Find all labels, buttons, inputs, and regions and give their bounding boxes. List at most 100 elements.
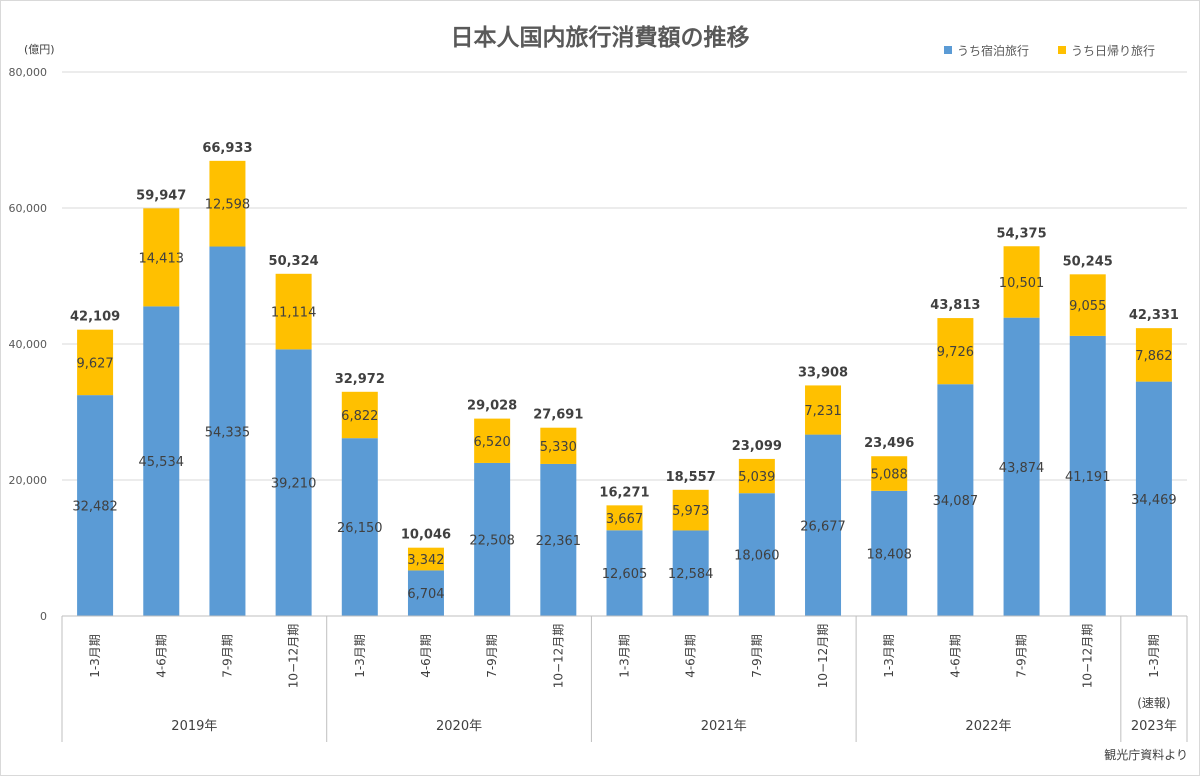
- bar-stay: [805, 434, 842, 616]
- bar-daytrip: [738, 458, 775, 494]
- bar-stay: [540, 463, 577, 616]
- data-label-daytrip: 5,973: [672, 504, 709, 519]
- data-label-daytrip: 12,598: [205, 198, 251, 213]
- data-label-total: 16,271: [599, 485, 649, 500]
- x-tick-label: 7-9月期: [485, 634, 499, 678]
- data-label-stay: 12,584: [668, 567, 714, 582]
- bar-daytrip: [341, 391, 378, 439]
- data-label-daytrip: 6,822: [341, 409, 378, 424]
- data-label-total: 27,691: [533, 408, 583, 423]
- legend-label-stay: うち宿泊旅行: [957, 43, 1029, 58]
- data-label-daytrip: 10,501: [999, 276, 1045, 291]
- legend-swatch-stay: [944, 46, 952, 54]
- bar-stay: [143, 306, 180, 616]
- bar-daytrip: [143, 208, 180, 307]
- bar-stay: [606, 530, 643, 616]
- gridlines: [62, 71, 1187, 481]
- legend: うち宿泊旅行 うち日帰り旅行: [944, 43, 1155, 58]
- y-tick-label: 60,000: [9, 202, 48, 215]
- legend-label-daytrip: うち日帰り旅行: [1071, 44, 1155, 58]
- data-label-daytrip: 3,342: [407, 553, 444, 568]
- data-label-daytrip: 9,726: [937, 345, 974, 360]
- bar-stay: [275, 349, 312, 616]
- data-label-total: 23,496: [864, 436, 914, 451]
- data-label-total: 42,109: [70, 310, 120, 325]
- data-label-daytrip: 7,862: [1135, 349, 1172, 364]
- bar-stay: [672, 530, 709, 616]
- x-tick-label: 10−12月期: [816, 624, 830, 689]
- bar-daytrip: [1003, 246, 1040, 318]
- data-label-total: 29,028: [467, 399, 517, 414]
- x-tick-label: 1-3月期: [618, 634, 632, 678]
- bar-daytrip: [407, 547, 444, 571]
- y-tick-label: 20,000: [9, 474, 48, 487]
- data-label-stay: 26,677: [800, 519, 846, 534]
- data-label-daytrip: 9,055: [1069, 299, 1106, 314]
- x-group-label: 2021年: [701, 719, 747, 734]
- bar-stay: [1003, 317, 1040, 616]
- x-tick-label: 7-9月期: [220, 634, 234, 678]
- data-label-daytrip: 7,231: [804, 404, 841, 419]
- data-label-daytrip: 5,088: [871, 468, 908, 483]
- data-label-total: 10,046: [401, 528, 451, 543]
- data-label-stay: 32,482: [72, 500, 118, 515]
- data-label-daytrip: 6,520: [474, 435, 511, 450]
- bar-daytrip: [606, 505, 643, 531]
- data-label-stay: 18,408: [866, 547, 912, 562]
- bar-stay: [738, 493, 775, 616]
- data-label-daytrip: 5,330: [540, 440, 577, 455]
- bar-daytrip: [871, 456, 908, 491]
- x-axis: 1-3月期 4-6月期 7-9月期 10−12月期 1-3月期 4-6月期 7-9月期 10−…: [61, 615, 1188, 742]
- data-label-stay: 12,605: [602, 567, 648, 582]
- data-label-daytrip: 11,114: [271, 306, 317, 321]
- data-label-daytrip: 9,627: [76, 356, 113, 371]
- bar-daytrip: [1069, 274, 1106, 336]
- data-label-stay: 26,150: [337, 521, 383, 536]
- data-label-stay: 18,060: [734, 549, 780, 564]
- bar-stay: [209, 246, 246, 616]
- y-tick-label: 0: [40, 610, 47, 623]
- data-label-stay: 43,874: [999, 461, 1045, 476]
- x-tick-label: 1-3月期: [1147, 634, 1161, 678]
- y-axis-unit-label: (億円): [24, 43, 55, 56]
- x-tick-label: 10−12月期: [287, 624, 301, 689]
- data-label-daytrip: 5,039: [738, 470, 775, 485]
- bar-stay: [1069, 335, 1106, 616]
- bar-stay: [871, 490, 908, 616]
- bar-daytrip: [1135, 328, 1172, 382]
- x-group-note: (速報): [1137, 696, 1170, 710]
- bar-stay: [1135, 381, 1172, 616]
- x-tick-label: 4-6月期: [684, 634, 698, 678]
- y-tick-label: 80,000: [9, 66, 48, 79]
- data-label-total: 59,947: [136, 188, 186, 203]
- data-label-daytrip: 14,413: [139, 251, 185, 266]
- x-tick-label: 7-9月期: [750, 634, 764, 678]
- x-group-label: 2023年: [1131, 719, 1177, 734]
- data-label-total: 32,972: [335, 372, 385, 387]
- data-label-total: 66,933: [202, 141, 252, 156]
- data-label-stay: 22,508: [469, 533, 515, 548]
- legend-swatch-daytrip: [1058, 46, 1066, 54]
- x-tick-label: 10−12月期: [551, 624, 565, 689]
- x-tick-label: 7-9月期: [1015, 634, 1029, 678]
- data-label-stay: 41,191: [1065, 470, 1111, 485]
- data-label-stay: 6,704: [407, 587, 444, 602]
- data-label-total: 33,908: [798, 365, 848, 380]
- x-tick-label: 1-3月期: [88, 634, 102, 678]
- data-label-stay: 34,087: [933, 494, 979, 509]
- x-tick-label: 4-6月期: [419, 634, 433, 678]
- bar-stay: [341, 438, 378, 616]
- data-label-stay: 54,335: [205, 425, 251, 440]
- bars: 32,482 9,627 42,109 45,534 14,413 59,947 54,33…: [70, 141, 1179, 616]
- y-axis-ticks: 0 20,000 40,000 60,000 80,000: [9, 66, 48, 623]
- bar-stay: [407, 570, 444, 616]
- data-label-total: 23,099: [732, 439, 782, 454]
- bar-daytrip: [540, 427, 577, 464]
- x-tick-label: 4-6月期: [948, 634, 962, 678]
- y-tick-label: 40,000: [9, 338, 48, 351]
- data-label-stay: 45,534: [139, 455, 185, 470]
- bar-daytrip: [474, 418, 511, 463]
- data-label-total: 54,375: [996, 226, 1046, 241]
